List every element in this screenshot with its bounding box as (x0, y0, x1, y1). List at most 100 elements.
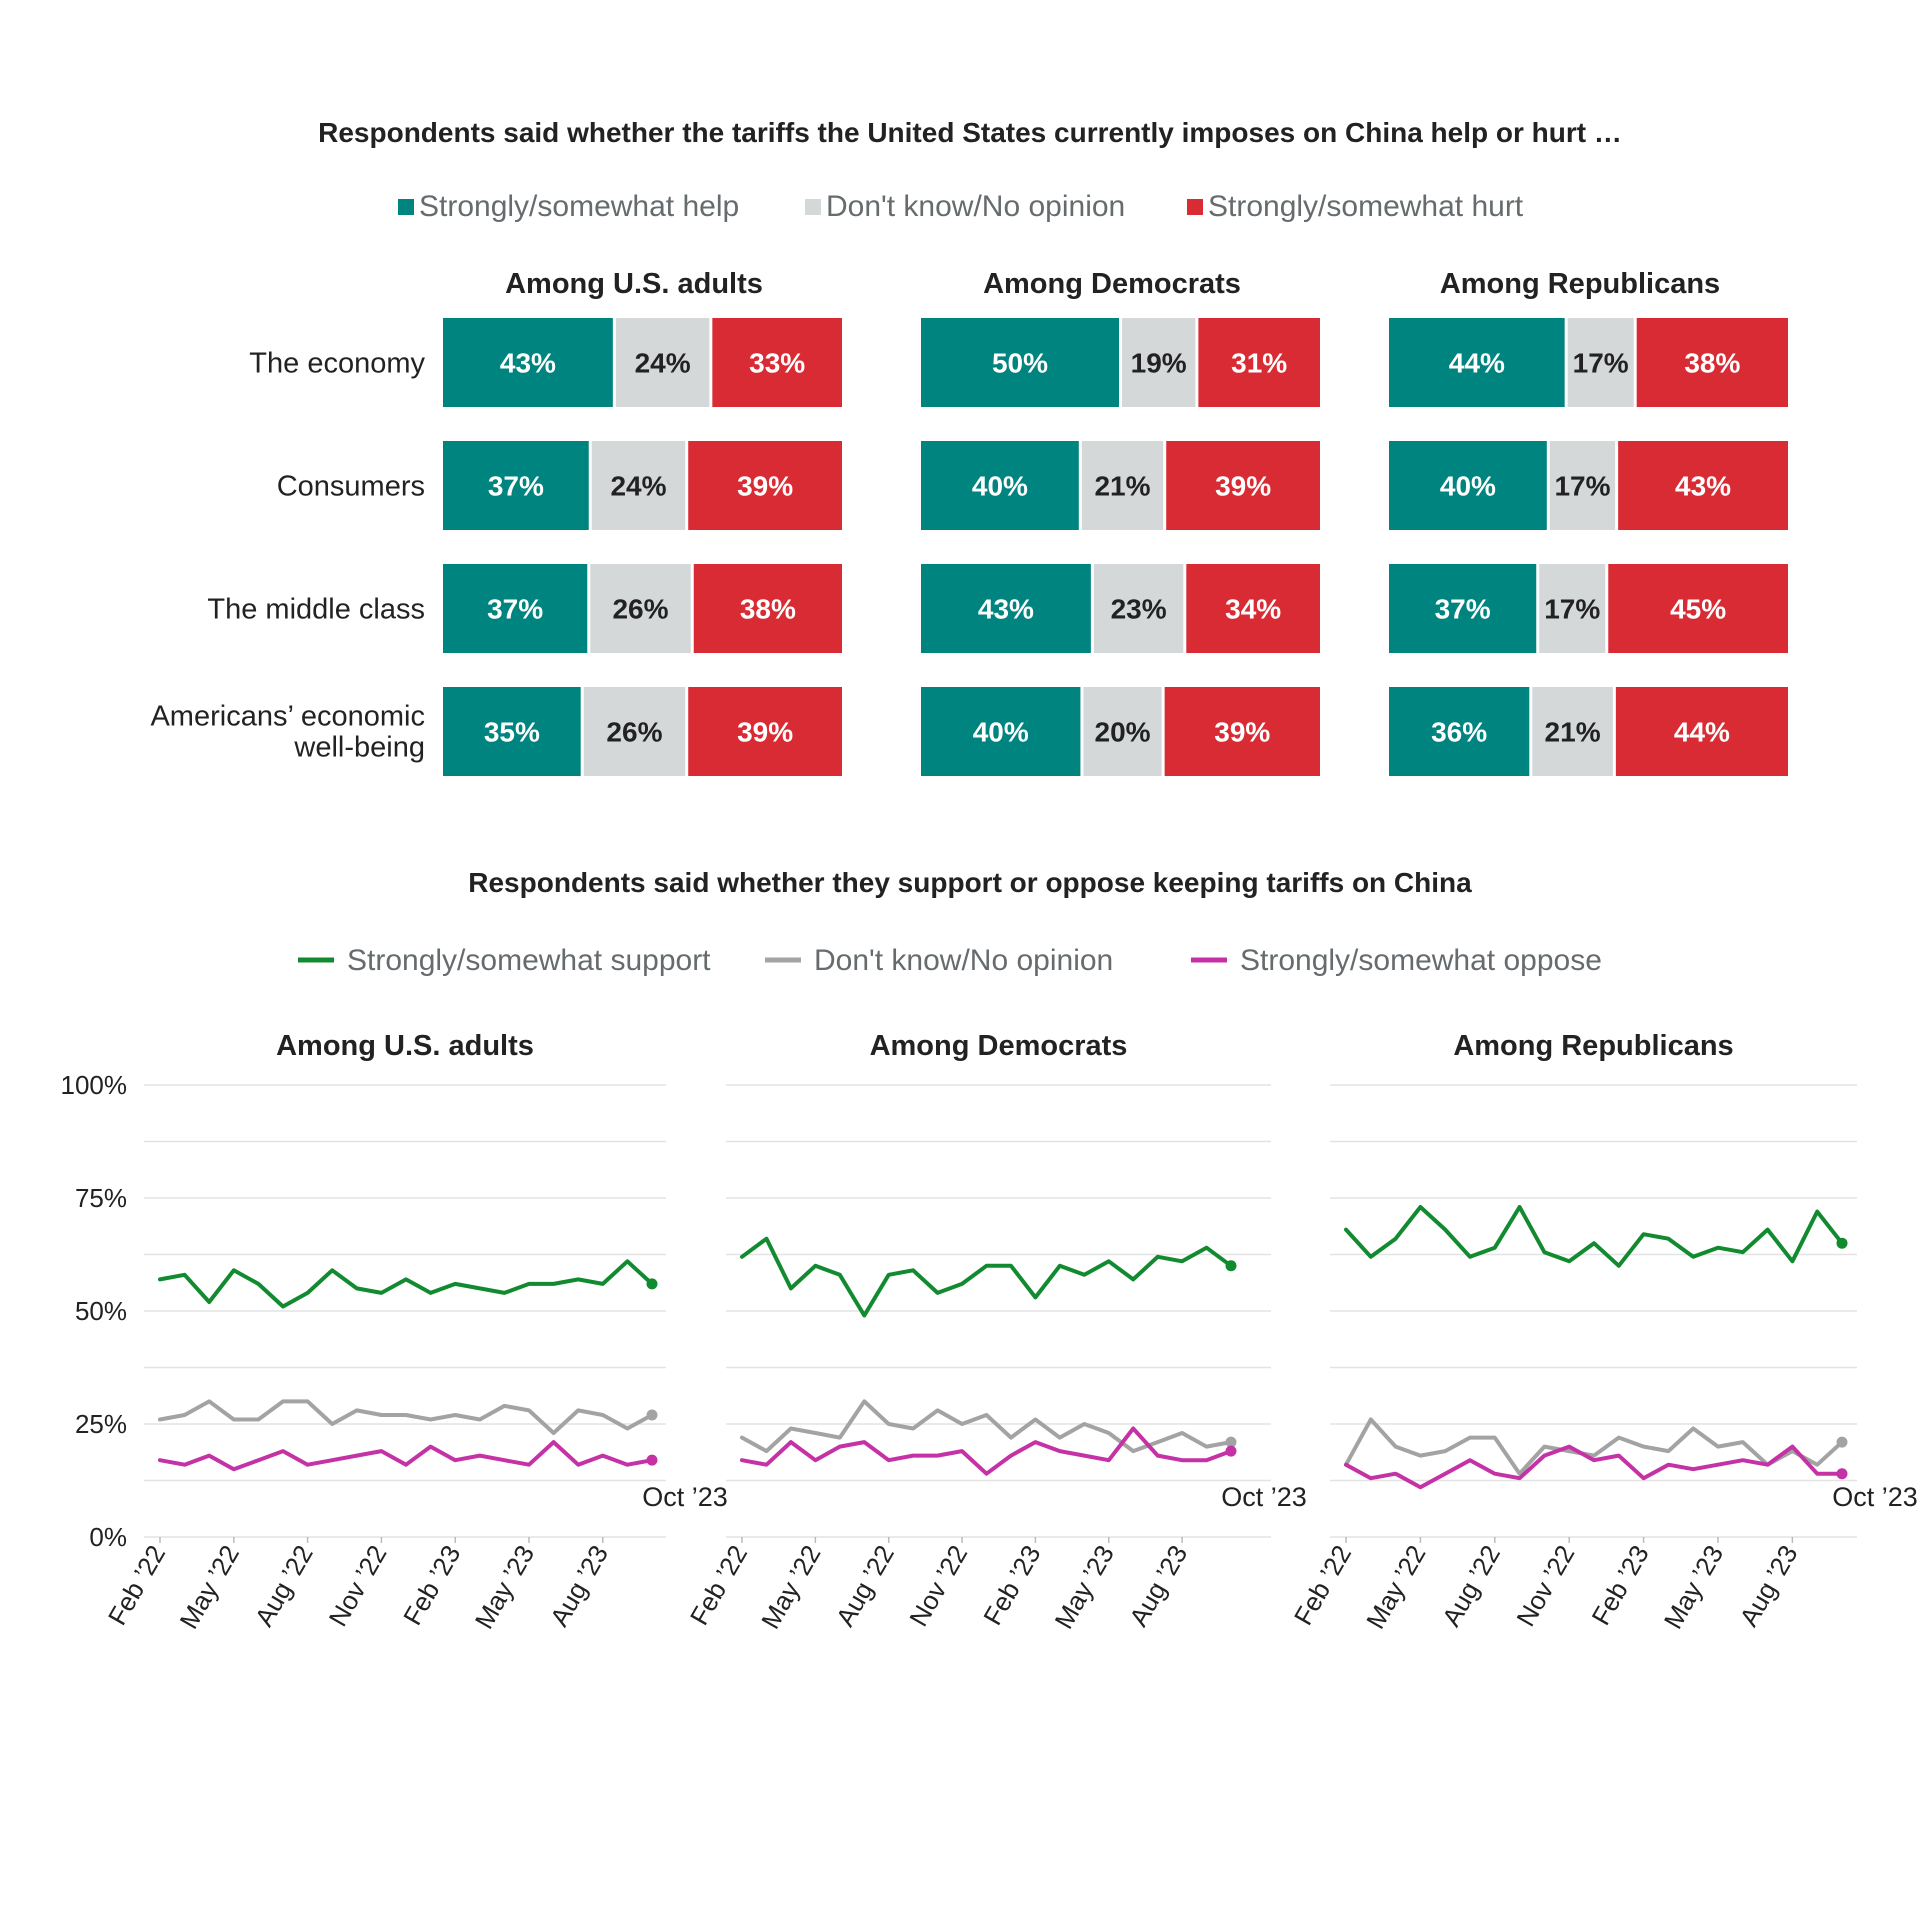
line-legend-label: Don't know/No opinion (814, 944, 1113, 977)
bar-segment (443, 564, 588, 653)
x-tick-label: Nov ’22 (1510, 1540, 1580, 1631)
bar-segment (1539, 564, 1606, 653)
bar-value-label: 17% (1544, 594, 1600, 625)
bar-legend-item: Strongly/somewhat help (398, 190, 739, 223)
bar-value-label: 17% (1573, 348, 1629, 379)
series-line (1344, 1444, 1844, 1490)
x-tick-label: Feb ’23 (1585, 1540, 1654, 1630)
x-tick-label: Nov ’22 (903, 1540, 973, 1631)
series-end-point (646, 1454, 658, 1466)
series-line (158, 1440, 654, 1472)
bar-value-label: 17% (1554, 471, 1610, 502)
x-tick-label: Aug ’23 (544, 1540, 614, 1631)
series-line (158, 1399, 654, 1435)
bar-segment (1608, 564, 1788, 653)
bar-panel: Among Republicans 44% 17% 38% 40% 17% 43% 37% 17… (1389, 268, 1788, 776)
line-legend-label: Strongly/somewhat support (347, 944, 711, 977)
bar-segment (443, 687, 581, 776)
bar-value-label: 24% (635, 348, 691, 379)
x-tick-label: Aug ’22 (249, 1540, 319, 1631)
x-tick-label: May ’23 (469, 1540, 541, 1634)
bar-panel: Among Democrats 50% 19% 31% 40% 21% 39% 43% 23% 3… (921, 268, 1320, 776)
bar-value-label: 33% (749, 348, 805, 379)
y-tick-label: 75% (75, 1183, 127, 1213)
x-tick-label: May ’22 (173, 1540, 245, 1634)
bar-segment (688, 441, 842, 530)
x-tick-label: Feb ’23 (397, 1540, 466, 1630)
bar-segment (1093, 564, 1184, 653)
line-panel-title: Among U.S. adults (276, 1030, 534, 1062)
bar-value-label: 31% (1231, 348, 1287, 379)
bar-segment (591, 441, 686, 530)
bar-segment (1164, 687, 1320, 776)
bar-segment (590, 564, 691, 653)
tariff-help-hurt-section: Respondents said whether the tariffs the… (150, 117, 1788, 776)
x-tick-label: Aug ’22 (830, 1540, 900, 1631)
bar-value-label: 21% (1094, 471, 1150, 502)
bar-segment (1389, 564, 1537, 653)
series-line (1344, 1205, 1844, 1268)
bar-value-label: 38% (740, 594, 796, 625)
bar-value-label: 37% (488, 471, 544, 502)
bar-legend-label: Strongly/somewhat help (419, 190, 739, 223)
bar-segment (1389, 441, 1547, 530)
bar-segment (1166, 441, 1320, 530)
line-panel-title: Among Republicans (1453, 1030, 1733, 1062)
bar-value-label: 36% (1431, 717, 1487, 748)
x-tick-label: Feb ’22 (102, 1540, 171, 1630)
bar-panel-title: Among Republicans (1440, 268, 1720, 300)
legend-swatch (398, 199, 414, 215)
bar-segment (688, 687, 842, 776)
bar-value-label: 39% (737, 471, 793, 502)
series-end-point (1836, 1436, 1848, 1448)
x-tick-label: Nov ’22 (323, 1540, 393, 1631)
bar-value-label: 44% (1449, 348, 1505, 379)
bar-segment (1618, 441, 1788, 530)
bar-segment (1615, 687, 1788, 776)
bar-value-label: 39% (737, 717, 793, 748)
x-tick-label: Feb ’23 (977, 1540, 1046, 1630)
line-legend-item: Don't know/No opinion (765, 944, 1113, 977)
x-tick-label: Feb ’22 (1288, 1540, 1357, 1630)
line-panel-title: Among Democrats (870, 1030, 1128, 1062)
bar-value-label: 40% (1440, 471, 1496, 502)
category-label: The economy (249, 348, 425, 380)
bar-segment (1122, 318, 1196, 407)
line-legend-item: Strongly/somewhat support (298, 944, 711, 977)
x-tick-label: May ’23 (1658, 1540, 1730, 1634)
bar-value-label: 44% (1674, 717, 1730, 748)
bar-segment (1186, 564, 1320, 653)
series-end-point (1225, 1436, 1237, 1448)
bar-value-label: 45% (1670, 594, 1726, 625)
bar-chart-title: Respondents said whether the tariffs the… (318, 117, 1622, 148)
series-end-point (1225, 1260, 1237, 1272)
bar-value-label: 43% (1675, 471, 1731, 502)
series-line (158, 1259, 654, 1309)
tariff-support-oppose-section: Respondents said whether they support or… (61, 867, 1918, 1634)
bar-value-label: 40% (972, 471, 1028, 502)
bar-legend-label: Strongly/somewhat hurt (1208, 190, 1524, 223)
series-end-point (1836, 1468, 1848, 1480)
category-label: The middle class (207, 594, 425, 626)
y-tick-label: 0% (89, 1522, 127, 1552)
line-legend-label: Strongly/somewhat oppose (1240, 944, 1602, 977)
bar-value-label: 37% (1435, 594, 1491, 625)
bar-value-label: 43% (978, 594, 1034, 625)
bar-segment (712, 318, 842, 407)
bar-segment (1549, 441, 1616, 530)
bar-value-label: 23% (1111, 594, 1167, 625)
legend-swatch (1187, 199, 1203, 215)
bar-value-label: 35% (484, 717, 540, 748)
bar-legend-label: Don't know/No opinion (826, 190, 1125, 223)
y-tick-label: 100% (61, 1070, 128, 1100)
bar-segment (693, 564, 842, 653)
x-tick-label: May ’22 (755, 1540, 827, 1634)
end-date-label: Oct ’23 (642, 1482, 728, 1512)
bar-panel-title: Among Democrats (983, 268, 1241, 300)
bar-segment (615, 318, 710, 407)
bar-value-label: 38% (1684, 348, 1740, 379)
x-tick-label: Aug ’22 (1436, 1540, 1506, 1631)
